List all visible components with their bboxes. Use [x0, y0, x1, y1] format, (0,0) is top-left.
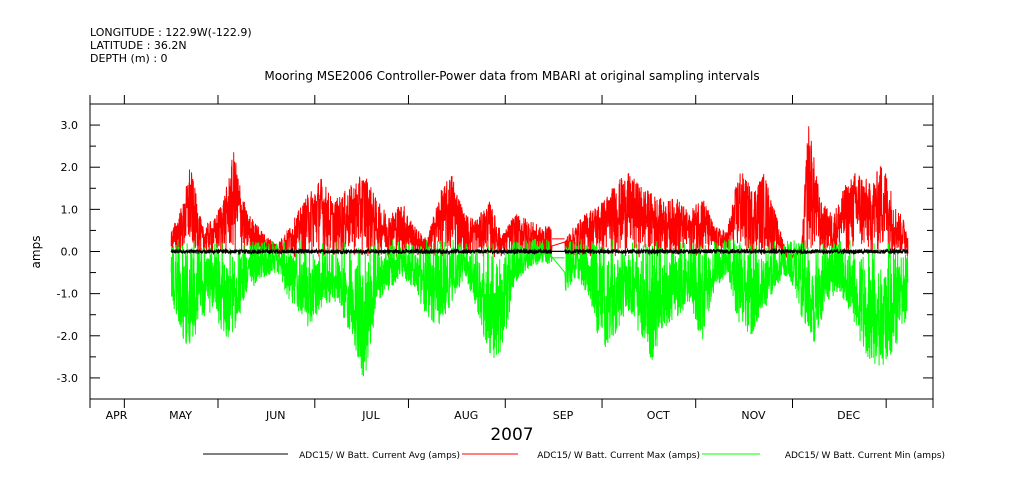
- longitude-label: LONGITUDE : 122.9W(-122.9): [90, 26, 252, 39]
- legend: ADC15/ W Batt. Current Avg (amps) ADC15/…: [203, 451, 945, 461]
- y-tick-label: 2.0: [61, 161, 79, 174]
- x-tick-label: JUN: [265, 409, 286, 422]
- y-tick-label: -1.0: [57, 288, 78, 301]
- x-tick-label: MAY: [169, 409, 192, 422]
- series-line-max: [170, 126, 909, 260]
- x-tick-label: AUG: [454, 409, 478, 422]
- y-tick-label: 3.0: [61, 119, 79, 132]
- latitude-label: LATITUDE : 36.2N: [90, 39, 187, 52]
- chart-title: Mooring MSE2006 Controller-Power data fr…: [264, 69, 759, 83]
- x-tick-label: JUL: [361, 409, 380, 422]
- y-tick-label: -2.0: [57, 330, 78, 343]
- depth-label: DEPTH (m) : 0: [90, 52, 168, 65]
- y-axis-label: amps: [29, 236, 43, 269]
- legend-label-avg: ADC15/ W Batt. Current Avg (amps): [299, 451, 460, 461]
- x-tick-label: SEP: [553, 409, 574, 422]
- x-tick-label: NOV: [741, 409, 766, 422]
- legend-label-max: ADC15/ W Batt. Current Max (amps): [537, 451, 700, 461]
- series-line-min: [170, 238, 909, 377]
- x-tick-label: APR: [106, 409, 128, 422]
- x-tick-label: OCT: [647, 409, 670, 422]
- x-axis-label: 2007: [490, 425, 533, 445]
- series-line-avg: [170, 247, 909, 256]
- y-tick-label: 1.0: [61, 203, 79, 216]
- x-tick-label: DEC: [837, 409, 860, 422]
- legend-label-min: ADC15/ W Batt. Current Min (amps): [785, 451, 945, 461]
- y-tick-label: 0.0: [61, 246, 79, 259]
- y-tick-label: -3.0: [57, 372, 78, 385]
